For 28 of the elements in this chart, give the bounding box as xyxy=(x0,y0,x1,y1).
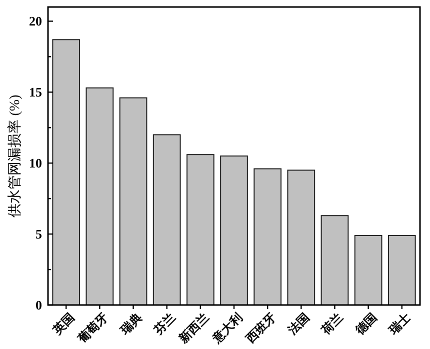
bar xyxy=(52,39,80,306)
bar xyxy=(254,168,282,306)
y-axis-title: 供水管网漏损率 (%) xyxy=(6,94,23,218)
bar xyxy=(119,97,148,306)
x-tick-label: 西班牙 xyxy=(242,310,279,346)
x-tick-label: 荷兰 xyxy=(318,310,346,338)
bar xyxy=(186,154,214,306)
x-tick-label: 法国 xyxy=(284,310,312,338)
x-tick-label: 瑞典 xyxy=(116,310,144,338)
x-tick-label: 意大利 xyxy=(209,310,246,346)
x-tick-label: 芬兰 xyxy=(150,310,178,338)
y-tick-label: 0 xyxy=(36,298,42,313)
y-tick-label: 5 xyxy=(36,226,42,242)
bar xyxy=(220,156,248,306)
bar xyxy=(388,234,416,306)
bar xyxy=(86,87,114,306)
bar xyxy=(354,234,382,306)
x-tick-label: 瑞士 xyxy=(385,310,413,338)
x-tick-label: 新西兰 xyxy=(175,310,212,346)
bar xyxy=(287,170,316,306)
bar xyxy=(320,215,349,306)
x-tick-label: 葡萄牙 xyxy=(74,310,111,346)
y-tick-label: 20 xyxy=(29,14,42,29)
x-tick-label: 德国 xyxy=(352,310,380,338)
y-tick-label: 15 xyxy=(29,84,42,100)
x-tick-label: 英国 xyxy=(50,310,78,338)
y-tick-label: 10 xyxy=(29,156,42,171)
bar xyxy=(152,134,181,306)
